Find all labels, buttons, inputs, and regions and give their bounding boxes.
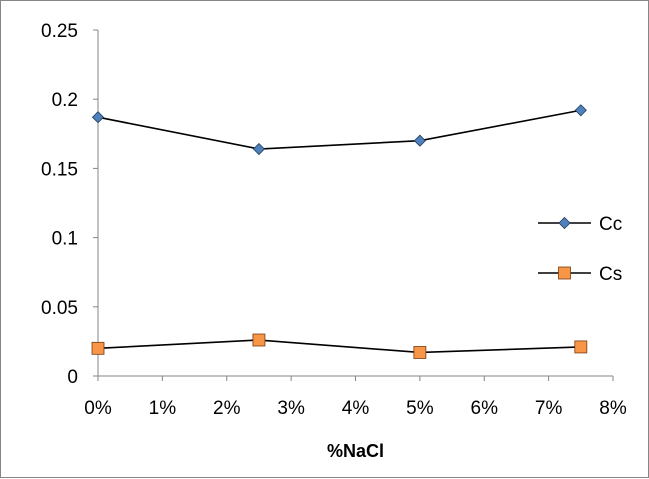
x-tick-label: 6% xyxy=(471,398,499,419)
y-tick-label: 0.15 xyxy=(41,159,78,180)
data-point-cc xyxy=(91,111,105,124)
y-tick-label: 0 xyxy=(67,367,78,388)
y-tick-label: 0.05 xyxy=(41,298,78,319)
legend-marker xyxy=(558,266,571,280)
x-tick-label: 2% xyxy=(213,398,241,419)
x-tick-label: 0% xyxy=(84,398,112,419)
axes xyxy=(97,30,613,377)
legend-item-cs: Cs xyxy=(538,264,622,285)
data-point-cc xyxy=(574,104,587,117)
x-axis-title: %NaCl xyxy=(327,441,384,461)
data-point-cs xyxy=(413,346,427,359)
legend-marker xyxy=(558,216,571,230)
data-point-cs xyxy=(252,333,266,347)
x-tick-label: 8% xyxy=(599,398,627,419)
y-tick-label: 0.25 xyxy=(41,21,78,42)
data-point-cc xyxy=(252,142,266,156)
series-cs xyxy=(91,333,588,359)
x-tick-label: 4% xyxy=(342,398,370,419)
legend: Cc Cs xyxy=(538,214,622,285)
y-tick-label: 0.2 xyxy=(52,90,78,111)
series-line-cc xyxy=(97,109,581,150)
legend-label: Cs xyxy=(599,264,622,285)
legend-item-cc: Cc xyxy=(538,214,622,235)
data-point-cs xyxy=(91,341,105,355)
y-tick-label: 0.1 xyxy=(52,229,78,250)
data-point-cs xyxy=(574,340,588,354)
x-tick-label: 5% xyxy=(406,398,434,419)
x-tick-label: 3% xyxy=(277,398,305,419)
x-tick-label: 1% xyxy=(149,398,177,419)
data-point-cc xyxy=(413,134,426,147)
series-layer xyxy=(91,104,588,359)
ticks: 0 0.05 0.1 0.15 0.2 0.25 0% 1% 2% 3% 4% 5% 6% 7% 8% xyxy=(41,21,627,419)
series-cc xyxy=(91,104,587,156)
legend-label: Cc xyxy=(599,214,622,235)
x-tick-label: 7% xyxy=(535,398,563,419)
series-line-cs xyxy=(97,339,581,354)
